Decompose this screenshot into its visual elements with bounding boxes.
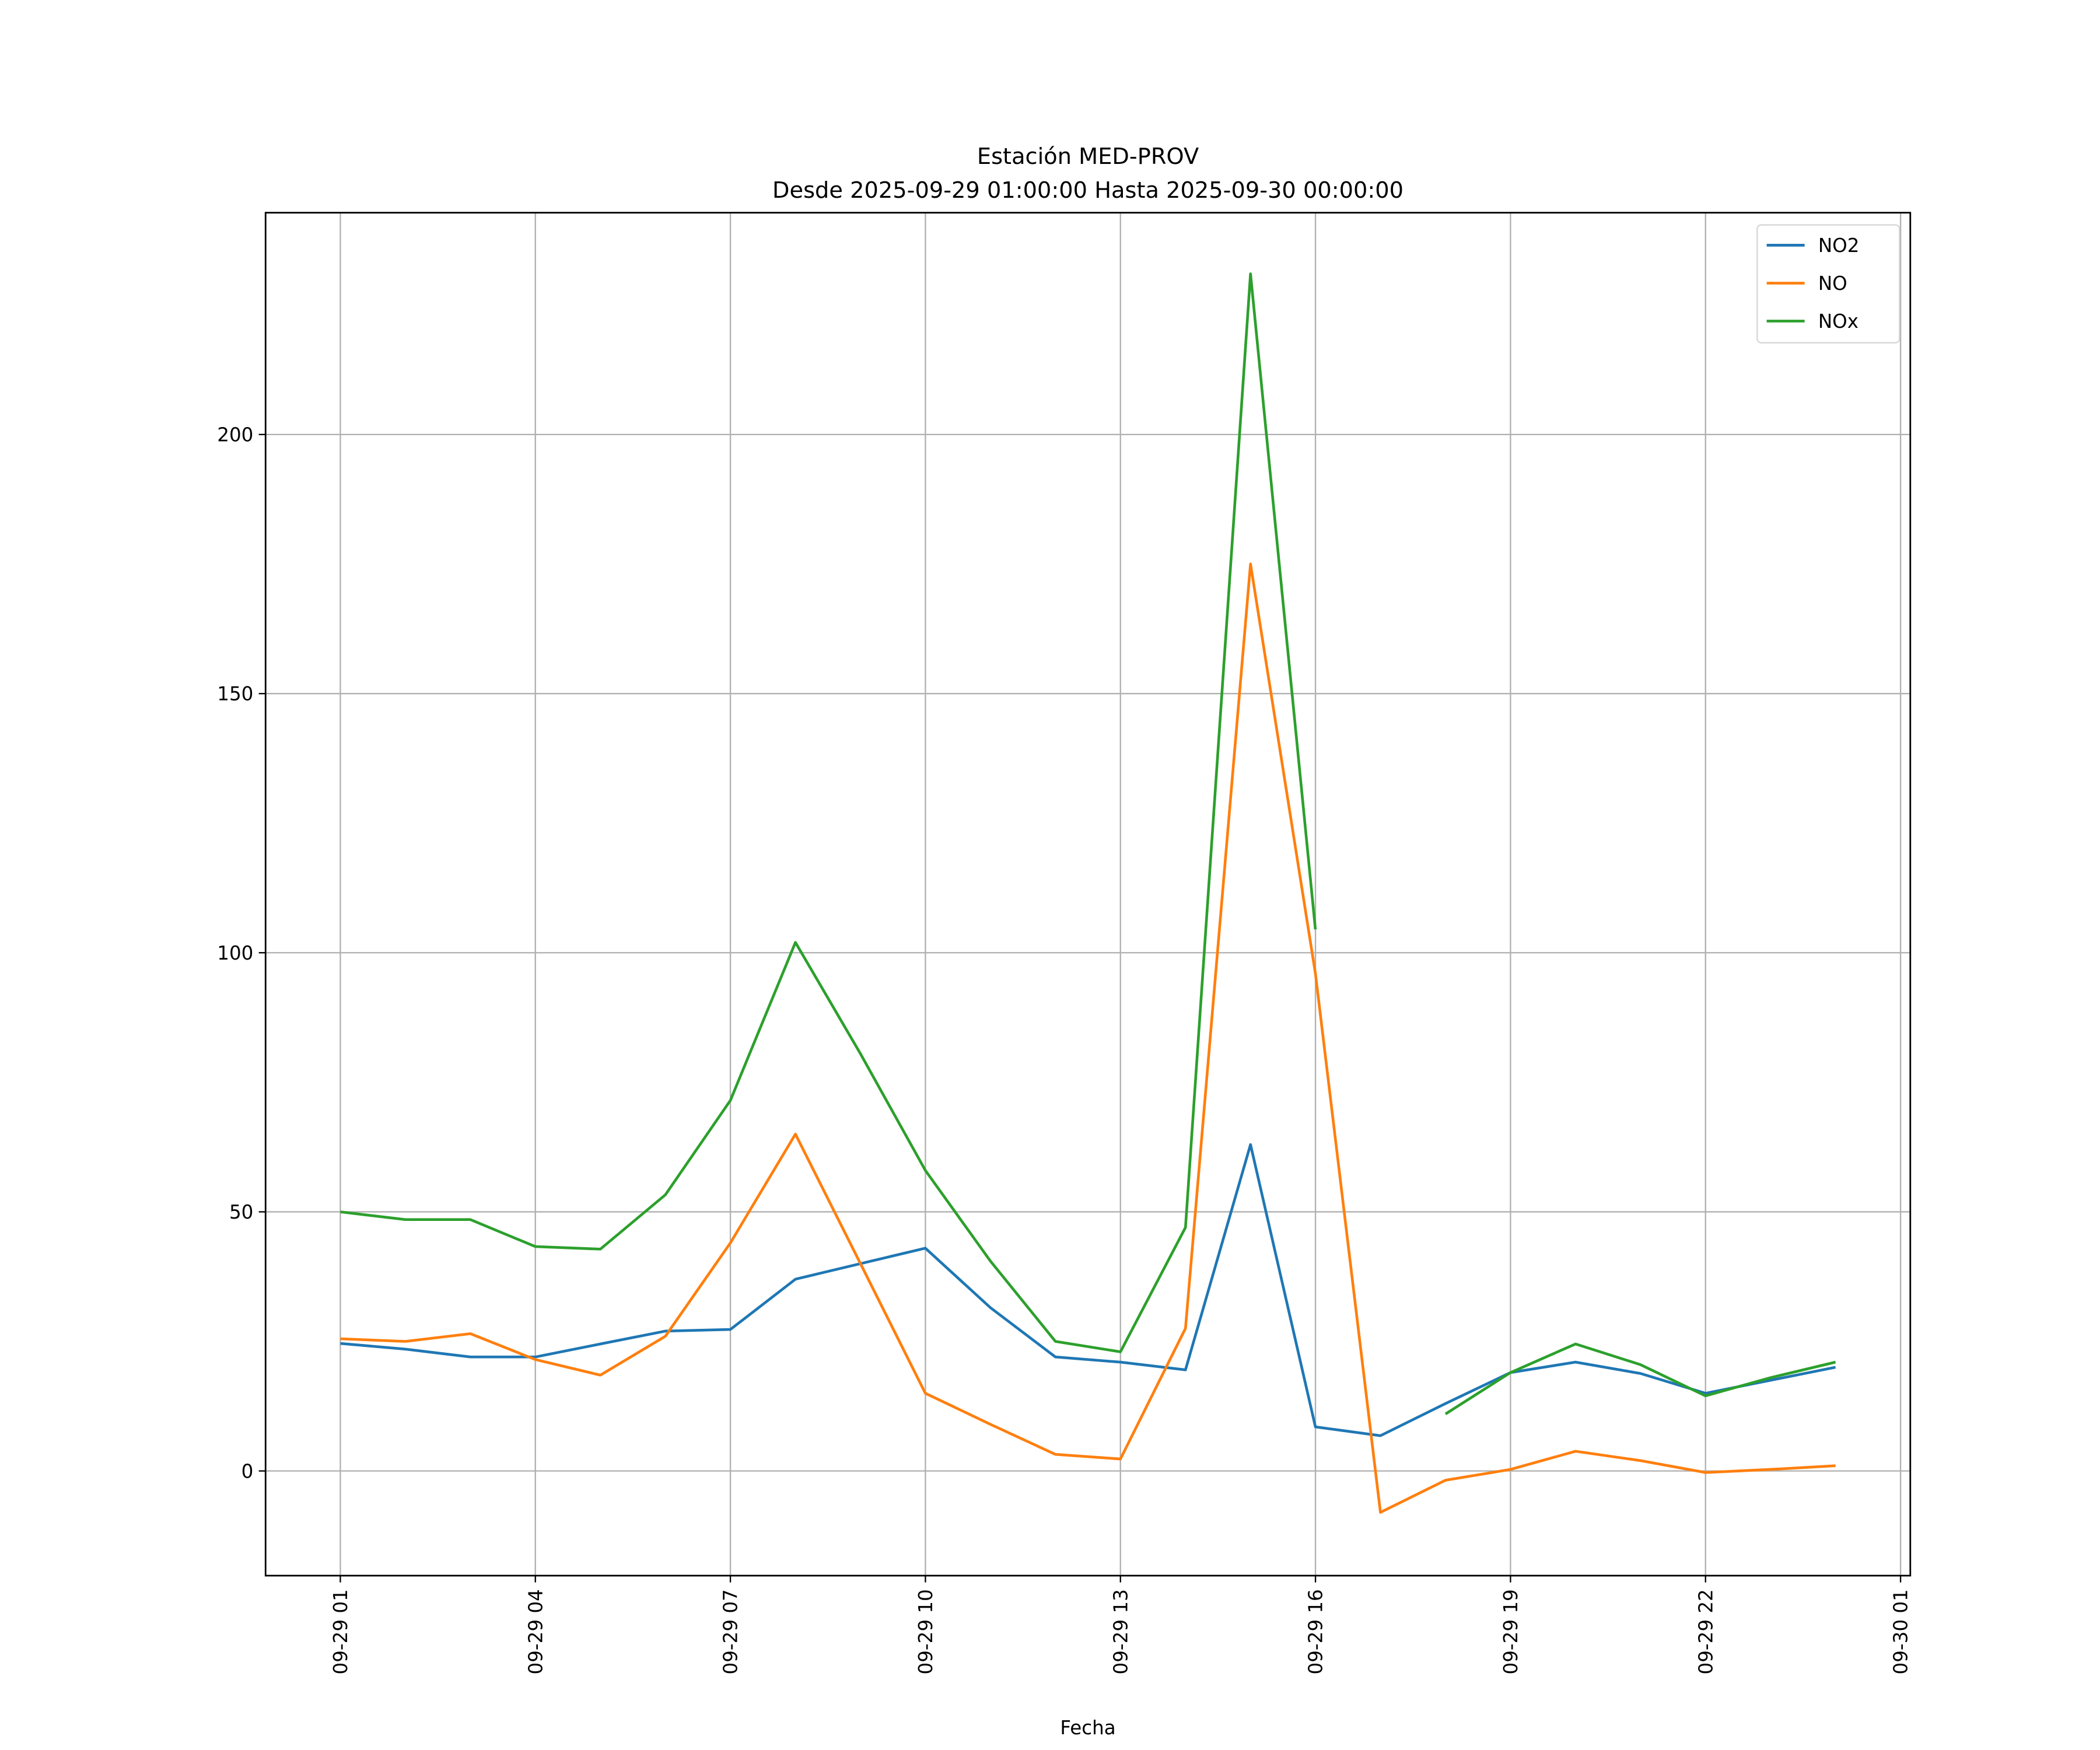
x-tick-label: 09-29 10 [915,1589,937,1674]
axes-frame [264,212,1912,1577]
series-line-nox [340,272,1836,1415]
y-tick-label: 150 [217,683,253,705]
legend-label-no2: NO2 [1818,235,1860,257]
x-tick-label: 09-29 16 [1305,1589,1327,1674]
y-tick-label: 0 [242,1460,254,1482]
x-axis: 09-29 01 09-29 04 09-29 07 09-29 10 09-29 13… [330,1576,1912,1674]
x-tick-label: 09-29 01 [330,1589,352,1674]
y-tick-label: 100 [217,942,253,964]
grid [265,212,1910,1576]
x-tick-label: 09-29 22 [1695,1589,1717,1674]
legend-label-no: NO [1818,272,1847,295]
x-tick-label: 09-29 07 [720,1589,742,1674]
x-tick-label: 09-30 01 [1890,1589,1912,1674]
y-tick-label: 50 [229,1201,253,1223]
x-tick-label: 09-29 04 [524,1589,547,1674]
x-axis-label: Fecha [1060,1717,1115,1739]
y-axis: 0 50 100 150 200 [217,424,266,1482]
series-line-no2 [340,1143,1836,1437]
legend-label-nox: NOx [1818,310,1859,332]
chart-title: Estación MED-PROV [977,144,1199,170]
y-tick-label: 200 [217,424,253,446]
chart-subtitle: Desde 2025-09-29 01:00:00 Hasta 2025-09-… [772,177,1404,204]
series-line-no [340,562,1836,1514]
x-tick-label: 09-29 13 [1110,1589,1132,1674]
x-tick-label: 09-29 19 [1500,1589,1522,1674]
series-lines [340,272,1836,1514]
legend: NO2 NO NOx [1756,224,1901,344]
